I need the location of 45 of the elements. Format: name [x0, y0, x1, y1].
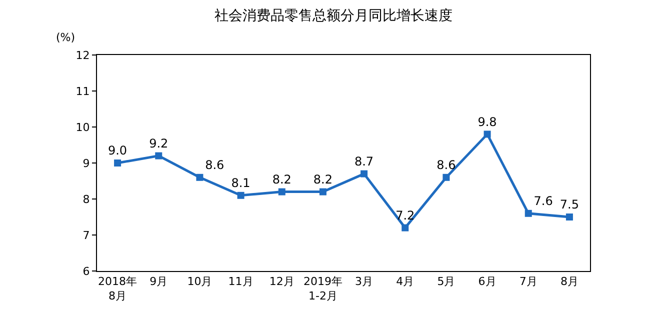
point — [155, 152, 162, 160]
x-tick-label: 2019年 1-2月 — [303, 275, 342, 302]
text: 8.2 — [272, 172, 292, 186]
y-tick-label: 6 — [82, 264, 90, 278]
point — [360, 170, 368, 178]
x-tick-label: 2018年 8月 — [98, 275, 138, 302]
text: 9.2 — [149, 136, 168, 150]
point — [524, 210, 532, 217]
x-tick-label: 12月 — [269, 275, 294, 288]
y-tick-label: 7 — [82, 228, 90, 242]
y-tick-label: 11 — [76, 84, 90, 98]
y-axis-title: (%) — [56, 31, 76, 44]
point — [566, 214, 573, 220]
point — [442, 174, 450, 181]
text: 7.2 — [396, 208, 415, 222]
chart-title: 社会消费品零售总额分月同比增长速度 — [214, 8, 452, 24]
y-tick-label: 10 — [76, 120, 90, 134]
text: 9.0 — [108, 144, 128, 158]
text: 8.2 — [313, 172, 333, 186]
text: 8.6 — [205, 158, 224, 172]
y-tick-label: 9 — [82, 156, 90, 170]
point — [319, 188, 326, 196]
x-tick-label: 9月 — [150, 275, 168, 288]
point — [402, 224, 409, 232]
y-tick-label: 12 — [76, 48, 90, 62]
point — [114, 160, 122, 166]
y-tick-label: 8 — [82, 192, 90, 206]
text: 8.7 — [354, 154, 374, 168]
text: 9.8 — [478, 114, 497, 129]
text: 7.5 — [560, 198, 580, 212]
point — [278, 188, 286, 196]
point — [196, 174, 204, 181]
text: 7.6 — [534, 194, 553, 208]
x-tick-label: 6月 — [478, 275, 496, 288]
x-tick-label: 5月 — [437, 275, 456, 288]
x-tick-label: 4月 — [396, 275, 414, 288]
point — [484, 130, 491, 138]
point — [237, 192, 244, 199]
x-tick-label: 7月 — [519, 275, 538, 288]
x-tick-label: 11月 — [228, 275, 254, 288]
text: 8.6 — [436, 158, 456, 172]
x-tick-label: 10月 — [187, 275, 212, 288]
text: 8.1 — [231, 176, 250, 190]
x-tick-label: 8月 — [560, 275, 578, 288]
x-tick-label: 3月 — [355, 275, 374, 288]
